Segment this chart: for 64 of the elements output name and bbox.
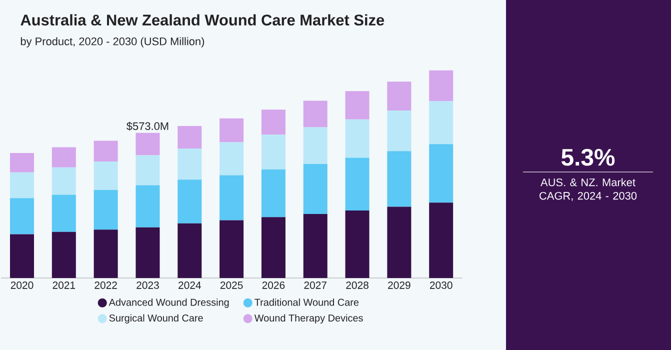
bar [52, 147, 76, 168]
bar [178, 180, 202, 224]
bar [178, 223, 202, 278]
bar [136, 132, 160, 156]
text: 5.3% [561, 148, 615, 166]
legend-label: Surgical Wound Care [109, 314, 203, 324]
bar [94, 190, 118, 230]
bar [52, 167, 76, 195]
bar [136, 155, 160, 186]
annotation: $573.0M [126, 122, 168, 131]
x-tick-label: 2025 [220, 282, 243, 289]
x-tick-label: 2028 [346, 282, 368, 289]
x-tick-label: 2022 [94, 282, 117, 289]
bar [303, 164, 328, 214]
bar [429, 144, 454, 203]
text: AUS. & NZ. Market CAGR, 2024 - 2030 [540, 178, 637, 201]
x-tick-label: 2021 [52, 282, 76, 289]
chart-title: Australia & New Zealand Wound Care Market Size [20, 14, 384, 26]
bar [345, 210, 370, 278]
x-tick-label: 2029 [388, 282, 410, 289]
x-tick-label: 2023 [136, 282, 159, 289]
chart-subtitle: by Product, 2020 - 2030 (USD Million) [20, 37, 204, 48]
bar [94, 230, 118, 278]
bar [136, 185, 160, 228]
bar [136, 227, 160, 278]
bar [387, 110, 412, 152]
bar [387, 82, 412, 110]
bar [261, 169, 286, 218]
bar [261, 110, 286, 135]
x-tick-label: 2024 [178, 282, 201, 289]
x-tick-label: 2026 [262, 282, 285, 289]
bar [429, 202, 454, 278]
bar [345, 119, 370, 158]
bar [178, 148, 202, 180]
bar [220, 175, 244, 220]
bar [220, 118, 244, 142]
bar [94, 140, 118, 162]
bar [345, 91, 370, 120]
bar [429, 101, 454, 144]
x-tick-label: 2030 [430, 282, 452, 289]
bar [10, 198, 34, 234]
bar [303, 214, 328, 278]
bar [178, 126, 202, 148]
bar [10, 234, 34, 278]
bar [387, 151, 412, 207]
x-tick-label: 2027 [304, 282, 326, 289]
bar [345, 158, 370, 211]
legend-label: Wound Therapy Devices [254, 314, 363, 324]
bar [220, 142, 244, 176]
bar [52, 194, 76, 232]
bar [52, 232, 76, 278]
bar [94, 162, 118, 190]
bar [303, 100, 328, 128]
bar [10, 153, 34, 172]
bar [303, 127, 328, 164]
legend-label: Advanced Wound Dressing [108, 298, 229, 308]
bar [387, 206, 412, 278]
bar [220, 220, 244, 278]
legend-label: Traditional Wound Care [254, 298, 359, 306]
bar [261, 217, 286, 278]
bar [261, 134, 286, 170]
bar [10, 172, 34, 198]
bar [429, 70, 454, 102]
x-tick-label: 2020 [10, 282, 34, 289]
